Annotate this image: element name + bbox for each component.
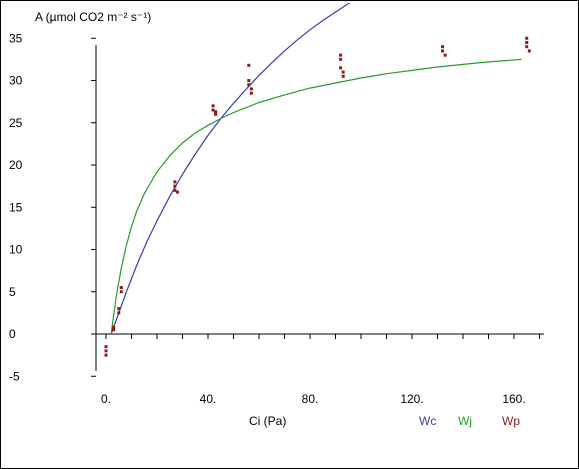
data-point bbox=[339, 53, 343, 57]
data-point bbox=[249, 91, 253, 95]
data-point bbox=[104, 349, 108, 353]
data-point bbox=[112, 325, 116, 329]
y-tick-label: 35 bbox=[9, 31, 23, 45]
legend-entry-wp: Wp bbox=[502, 414, 520, 428]
data-point bbox=[247, 79, 251, 82]
data-point bbox=[341, 74, 345, 78]
legend-entry-wc: Wc bbox=[419, 414, 436, 428]
y-tick-label: 30 bbox=[9, 74, 23, 88]
series-lines bbox=[110, 3, 522, 335]
data-point bbox=[525, 36, 529, 40]
data-point bbox=[247, 83, 251, 87]
y-tick-label: 10 bbox=[9, 243, 23, 257]
data-point bbox=[443, 53, 447, 57]
data-point bbox=[525, 40, 529, 44]
data-point bbox=[247, 63, 251, 67]
y-axis-title: A (µmol CO2 m⁻² s⁻¹) bbox=[35, 10, 151, 24]
x-tick-label: 40. bbox=[200, 392, 217, 406]
y-tick-label: 5 bbox=[9, 285, 16, 299]
y-tick-label: 0 bbox=[9, 327, 16, 341]
y-tick-label: 25 bbox=[9, 116, 23, 130]
x-tick-label: 0. bbox=[101, 392, 111, 406]
x-tick-label: 120. bbox=[400, 392, 423, 406]
data-point bbox=[214, 110, 218, 114]
y-axis-ticks: 35 30 25 20 15 10 5 0 -5 bbox=[9, 31, 96, 383]
series-line-wc bbox=[110, 3, 351, 335]
data-point bbox=[339, 57, 343, 61]
data-point bbox=[339, 66, 343, 70]
data-point bbox=[104, 353, 108, 357]
data-point bbox=[173, 188, 177, 192]
x-tick-label: 160. bbox=[502, 392, 525, 406]
data-point bbox=[214, 112, 218, 116]
x-tick-label: 80. bbox=[302, 392, 319, 406]
x-axis-title: Ci (Pa) bbox=[249, 414, 286, 428]
data-point bbox=[112, 328, 116, 332]
data-point bbox=[119, 286, 123, 290]
data-point bbox=[249, 87, 253, 91]
data-point bbox=[341, 70, 345, 74]
data-point bbox=[173, 184, 177, 188]
legend: Wc Wj Wp bbox=[419, 414, 520, 428]
series-points bbox=[104, 36, 531, 357]
y-tick-label: 15 bbox=[9, 200, 23, 214]
data-point bbox=[175, 190, 179, 194]
data-point bbox=[211, 104, 215, 108]
y-tick-label: 20 bbox=[9, 158, 23, 172]
y-tick-label: -5 bbox=[9, 369, 20, 383]
x-axis-ticks: 0. 40. 80. 120. 160. bbox=[101, 334, 540, 406]
series-line-wj bbox=[110, 58, 522, 335]
data-point bbox=[117, 311, 121, 315]
data-point bbox=[525, 45, 529, 49]
data-point bbox=[441, 45, 445, 49]
legend-entry-wj: Wj bbox=[458, 414, 472, 428]
data-point bbox=[119, 290, 123, 294]
data-point bbox=[211, 108, 215, 112]
data-point bbox=[173, 180, 177, 184]
data-point bbox=[527, 49, 531, 53]
data-point bbox=[117, 307, 121, 311]
data-point bbox=[104, 345, 108, 349]
data-point bbox=[441, 49, 445, 53]
plot-area: 35 30 25 20 15 10 5 0 -5 0. 40. 80. 120. 160. bbox=[9, 3, 544, 406]
